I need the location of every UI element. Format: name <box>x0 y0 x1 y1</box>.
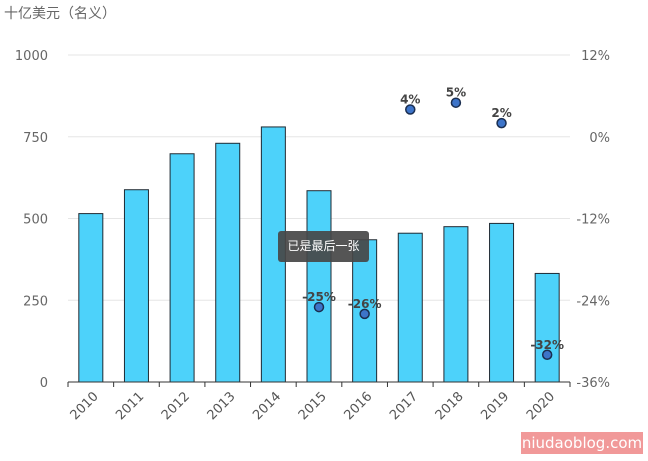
growth-point <box>496 117 507 129</box>
y-tick-label-right: -36% <box>576 376 610 391</box>
x-tick-label: 2016 <box>341 389 375 423</box>
growth-label: -25% <box>302 290 336 304</box>
x-tick-label: 2017 <box>387 389 421 423</box>
bar <box>215 142 241 383</box>
y-tick-label-right: -12% <box>576 213 610 228</box>
watermark: niudaoblog.com <box>521 432 643 454</box>
y-tick-label-left: 500 <box>23 213 48 228</box>
growth-point <box>405 104 416 115</box>
x-tick-label: 2018 <box>433 389 467 423</box>
y-tick-label-left: 1000 <box>15 49 48 64</box>
growth-label: 4% <box>400 93 420 107</box>
y-tick-label-right: 0% <box>589 131 610 146</box>
growth-label: 2% <box>491 106 511 120</box>
x-tick-label: 2011 <box>113 389 147 423</box>
x-tick-label: 2010 <box>68 389 102 423</box>
x-tick-label: 2019 <box>478 389 512 423</box>
growth-point <box>450 97 462 108</box>
y-tick-label-right: -24% <box>576 294 610 309</box>
growth-label: -26% <box>348 297 382 311</box>
bar <box>489 222 515 383</box>
x-tick-label: 2012 <box>159 389 193 423</box>
bar <box>397 232 423 383</box>
bar <box>123 189 149 383</box>
x-tick-label: 2014 <box>250 389 284 423</box>
y-tick-label-left: 750 <box>23 131 48 146</box>
growth-point <box>359 308 370 320</box>
x-tick-label: 2020 <box>524 389 558 423</box>
x-tick-label: 2015 <box>296 389 330 423</box>
bar <box>443 226 469 383</box>
x-tick-label: 2013 <box>205 389 239 423</box>
unit-label: 十亿美元（名义） <box>4 6 116 22</box>
bar <box>534 272 560 383</box>
bar <box>306 190 332 383</box>
tooltip: 已是最后一张 <box>278 231 369 262</box>
growth-label: 5% <box>446 86 466 100</box>
growth-label: -32% <box>530 338 564 352</box>
bar <box>78 213 104 383</box>
y-tick-label-left: 250 <box>23 294 48 309</box>
y-tick-label-left: 0 <box>40 376 48 391</box>
y-tick-label-right: 12% <box>581 49 610 64</box>
bar <box>169 153 195 383</box>
growth-point <box>313 301 325 313</box>
growth-point <box>541 349 553 360</box>
